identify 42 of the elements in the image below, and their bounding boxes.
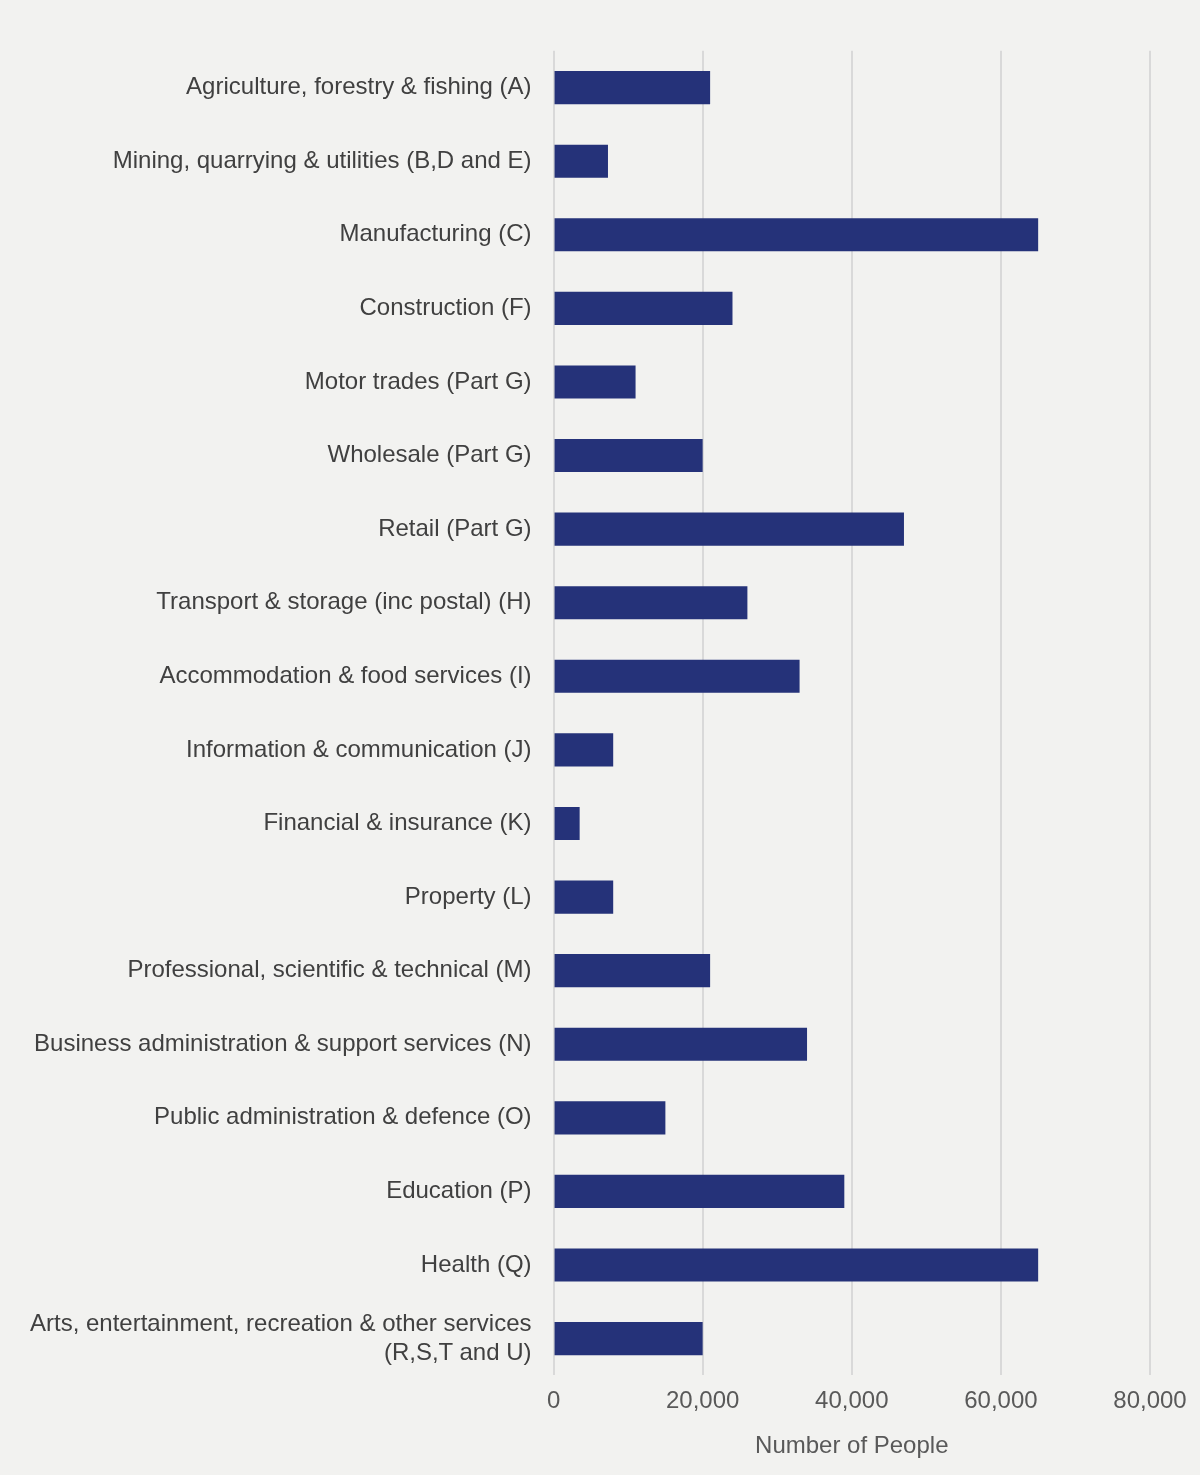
y-tick-label: Education (P) [386,1176,532,1204]
y-tick-label: Manufacturing (C) [339,219,532,247]
bar [554,512,904,546]
y-tick-label: Information & communication (J) [186,734,532,762]
y-tick-label: Retail (Part G) [378,513,532,541]
bar [554,880,614,914]
bar [554,733,614,767]
y-tick-label: Arts, entertainment, recreation & other services (R,S,T and U) [29,1308,532,1365]
x-tick-label: 40,000 [815,1386,889,1414]
y-tick-label: Business administration & support services (N) [34,1028,532,1056]
y-tick-label: Agriculture, forestry & fishing (A) [186,72,532,100]
y-tick-label: Wholesale (Part G) [327,440,532,468]
y-tick-label: Professional, scientific & technical (M) [127,955,532,983]
bar [554,291,733,325]
y-tick-label: Motor trades (Part G) [304,366,532,394]
bar [554,586,748,620]
bar [554,438,703,473]
y-tick-label: Health (Q) [420,1249,532,1277]
bar [554,1027,808,1061]
bar [554,218,1039,252]
bar [554,1322,703,1356]
y-tick-label: Mining, quarrying & utilities (B,D and E) [112,145,532,173]
x-tick-label: 60,000 [964,1386,1038,1414]
bar [554,659,800,693]
bar [554,144,608,178]
bar [554,954,711,988]
bar [554,365,636,399]
bar [554,1174,845,1208]
bar [554,1248,1039,1282]
y-tick-label: Transport & storage (inc postal) (H) [156,587,532,615]
x-axis-title: Number of People [755,1431,949,1459]
y-tick-label: Financial & insurance (K) [263,808,532,836]
x-tick-label: 20,000 [665,1386,740,1414]
bar [554,806,580,841]
y-tick-label: Construction (F) [359,292,532,320]
y-tick-label: Public administration & defence (O) [154,1102,532,1130]
y-tick-label: Property (L) [404,881,532,909]
bar [554,1101,666,1135]
x-tick-label: 80,000 [1113,1386,1187,1414]
y-tick-label: Accommodation & food services (I) [159,660,532,688]
x-tick-label: 0 [546,1386,561,1414]
bar [554,71,711,105]
